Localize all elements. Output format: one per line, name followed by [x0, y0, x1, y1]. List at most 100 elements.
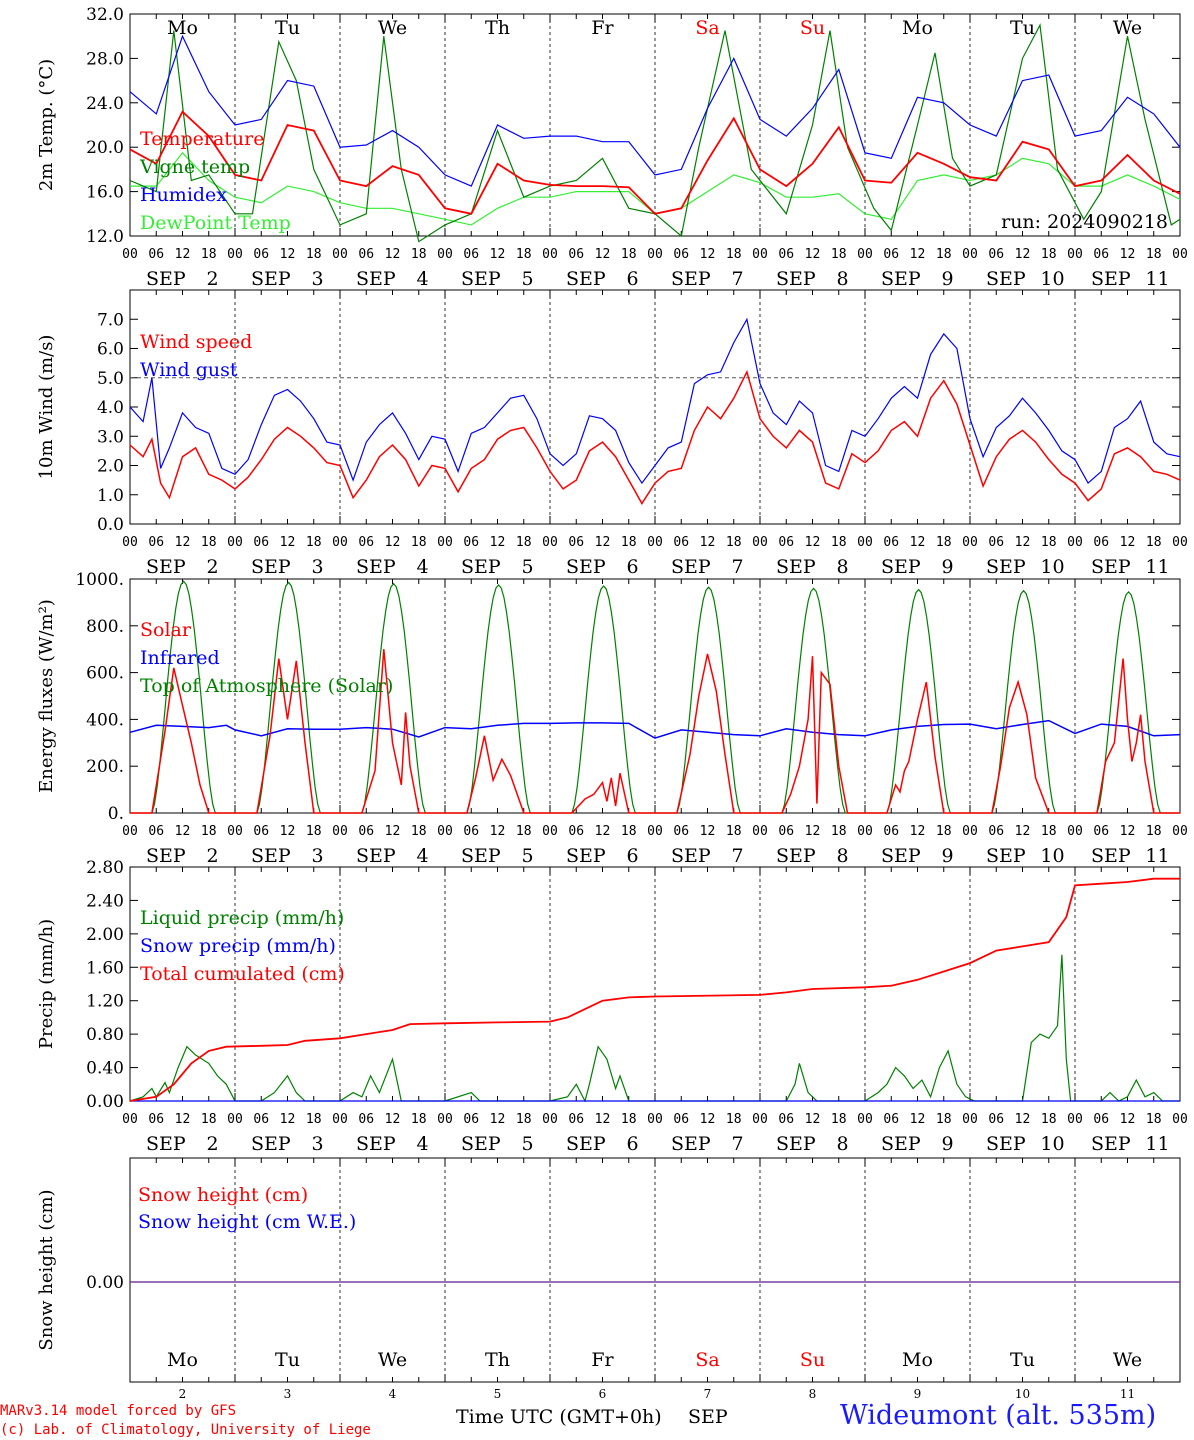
hour-label: 00 [1067, 535, 1083, 550]
hour-label: 18 [936, 247, 952, 262]
month-label: SEP [356, 845, 396, 867]
vigne-temp-line [129, 23, 1181, 243]
temperature-line [129, 110, 1181, 215]
y-tick-label: 3.0 [97, 427, 124, 447]
hour-label: 18 [201, 535, 217, 550]
hour-label: 12 [910, 247, 926, 262]
hour-label: 18 [516, 247, 532, 262]
month-label: SEP [986, 845, 1026, 867]
legend-precip-2: Total cumulated (cm) [140, 963, 345, 985]
hour-label: 06 [673, 1112, 689, 1127]
month-label: SEP [671, 556, 711, 578]
hour-label: 00 [437, 824, 453, 839]
day-date-bottom: 2 [179, 1387, 187, 1401]
y-tick-label: 0. [108, 804, 124, 824]
month-label: SEP [1091, 845, 1131, 867]
month-label: SEP [566, 556, 606, 578]
date-label: 9 [941, 268, 953, 290]
month-label: SEP [1091, 1133, 1131, 1155]
hour-label: 12 [1015, 535, 1031, 550]
day-name-top: Su [800, 17, 825, 39]
y-tick-label: 28.0 [86, 49, 124, 69]
date-label: 11 [1145, 556, 1169, 578]
hour-label: 00 [542, 247, 558, 262]
hour-label: 12 [175, 247, 191, 262]
hour-label: 18 [726, 247, 742, 262]
hour-label: 00 [752, 247, 768, 262]
hour-label: 00 [437, 1112, 453, 1127]
hour-label: 06 [253, 824, 269, 839]
legend-wind-speed: Wind speed [140, 331, 252, 353]
y-tick-label: 6.0 [97, 340, 124, 360]
hour-label: 00 [227, 1112, 243, 1127]
y-tick-label: 4.0 [97, 398, 124, 418]
day-name-bottom: Sa [695, 1349, 719, 1371]
y-tick-label: 32.0 [86, 5, 124, 25]
humidex-line [129, 34, 1181, 187]
hour-label: 12 [490, 1112, 506, 1127]
credit-line-lab: (c) Lab. of Climatology, University of L… [0, 1422, 371, 1438]
date-label: 10 [1040, 556, 1064, 578]
hour-label: 06 [253, 535, 269, 550]
month-label: SEP [776, 1133, 816, 1155]
hour-label: 12 [385, 1112, 401, 1127]
hour-label: 00 [542, 824, 558, 839]
day-date-bottom: 6 [599, 1387, 607, 1401]
hour-label: 18 [936, 824, 952, 839]
hour-label: 12 [1120, 247, 1136, 262]
hour-label: 18 [306, 535, 322, 550]
day-date-bottom: 9 [914, 1387, 922, 1401]
hour-label: 00 [857, 1112, 873, 1127]
hour-label: 12 [385, 824, 401, 839]
day-name-bottom: Mo [902, 1349, 933, 1371]
hour-label: 06 [778, 824, 794, 839]
day-date-bottom: 7 [704, 1387, 712, 1401]
cumulated-precip-line [129, 877, 1180, 1102]
wind-speed-line [129, 369, 1181, 505]
month-label: SEP [566, 845, 606, 867]
hour-label: 12 [175, 1112, 191, 1127]
hour-label: 12 [1120, 1112, 1136, 1127]
month-label: SEP [881, 1133, 921, 1155]
hour-label: 06 [673, 535, 689, 550]
infrared-line [129, 719, 1181, 739]
hour-label: 06 [148, 247, 164, 262]
y-tick-label: 2.80 [86, 858, 124, 878]
date-label: 4 [416, 268, 428, 290]
y-tick-label: 24.0 [86, 94, 124, 114]
legend-energy-2: Top of Atmosphere (Solar) [140, 675, 393, 697]
hour-label: 06 [568, 535, 584, 550]
hour-label: 06 [463, 247, 479, 262]
month-label: SEP [356, 1133, 396, 1155]
hour-label: 06 [883, 1112, 899, 1127]
hour-label: 06 [358, 824, 374, 839]
hour-label: 00 [227, 247, 243, 262]
hour-label: 06 [148, 824, 164, 839]
y-axis-label: Energy fluxes (W/m²) [36, 599, 57, 793]
hour-label: 00 [122, 535, 138, 550]
hour-label: 18 [306, 824, 322, 839]
hour-label: 00 [1172, 247, 1188, 262]
hour-label: 18 [411, 247, 427, 262]
hour-label: 18 [621, 1112, 637, 1127]
day-name-top: Tu [1010, 17, 1035, 39]
credit-line-model: MARv3.14 model forced by GFS [0, 1403, 237, 1419]
hour-label: 06 [463, 535, 479, 550]
hour-label: 12 [805, 824, 821, 839]
wind-gust-line [129, 317, 1181, 485]
month-label: SEP [251, 1133, 291, 1155]
hour-label: 06 [1093, 247, 1109, 262]
date-label: 7 [731, 1133, 743, 1155]
day-name-bottom: We [1113, 1349, 1142, 1371]
x-axis-title: Time UTC (GMT+0h) [456, 1406, 662, 1428]
month-label: SEP [776, 845, 816, 867]
month-label: SEP [671, 268, 711, 290]
hour-label: 00 [332, 824, 348, 839]
month-label: SEP [881, 268, 921, 290]
hour-label: 00 [647, 824, 663, 839]
hour-label: 06 [778, 1112, 794, 1127]
month-label: SEP [566, 268, 606, 290]
y-tick-label: 5.0 [97, 369, 124, 389]
month-label: SEP [356, 268, 396, 290]
day-date-bottom: 8 [809, 1387, 817, 1401]
